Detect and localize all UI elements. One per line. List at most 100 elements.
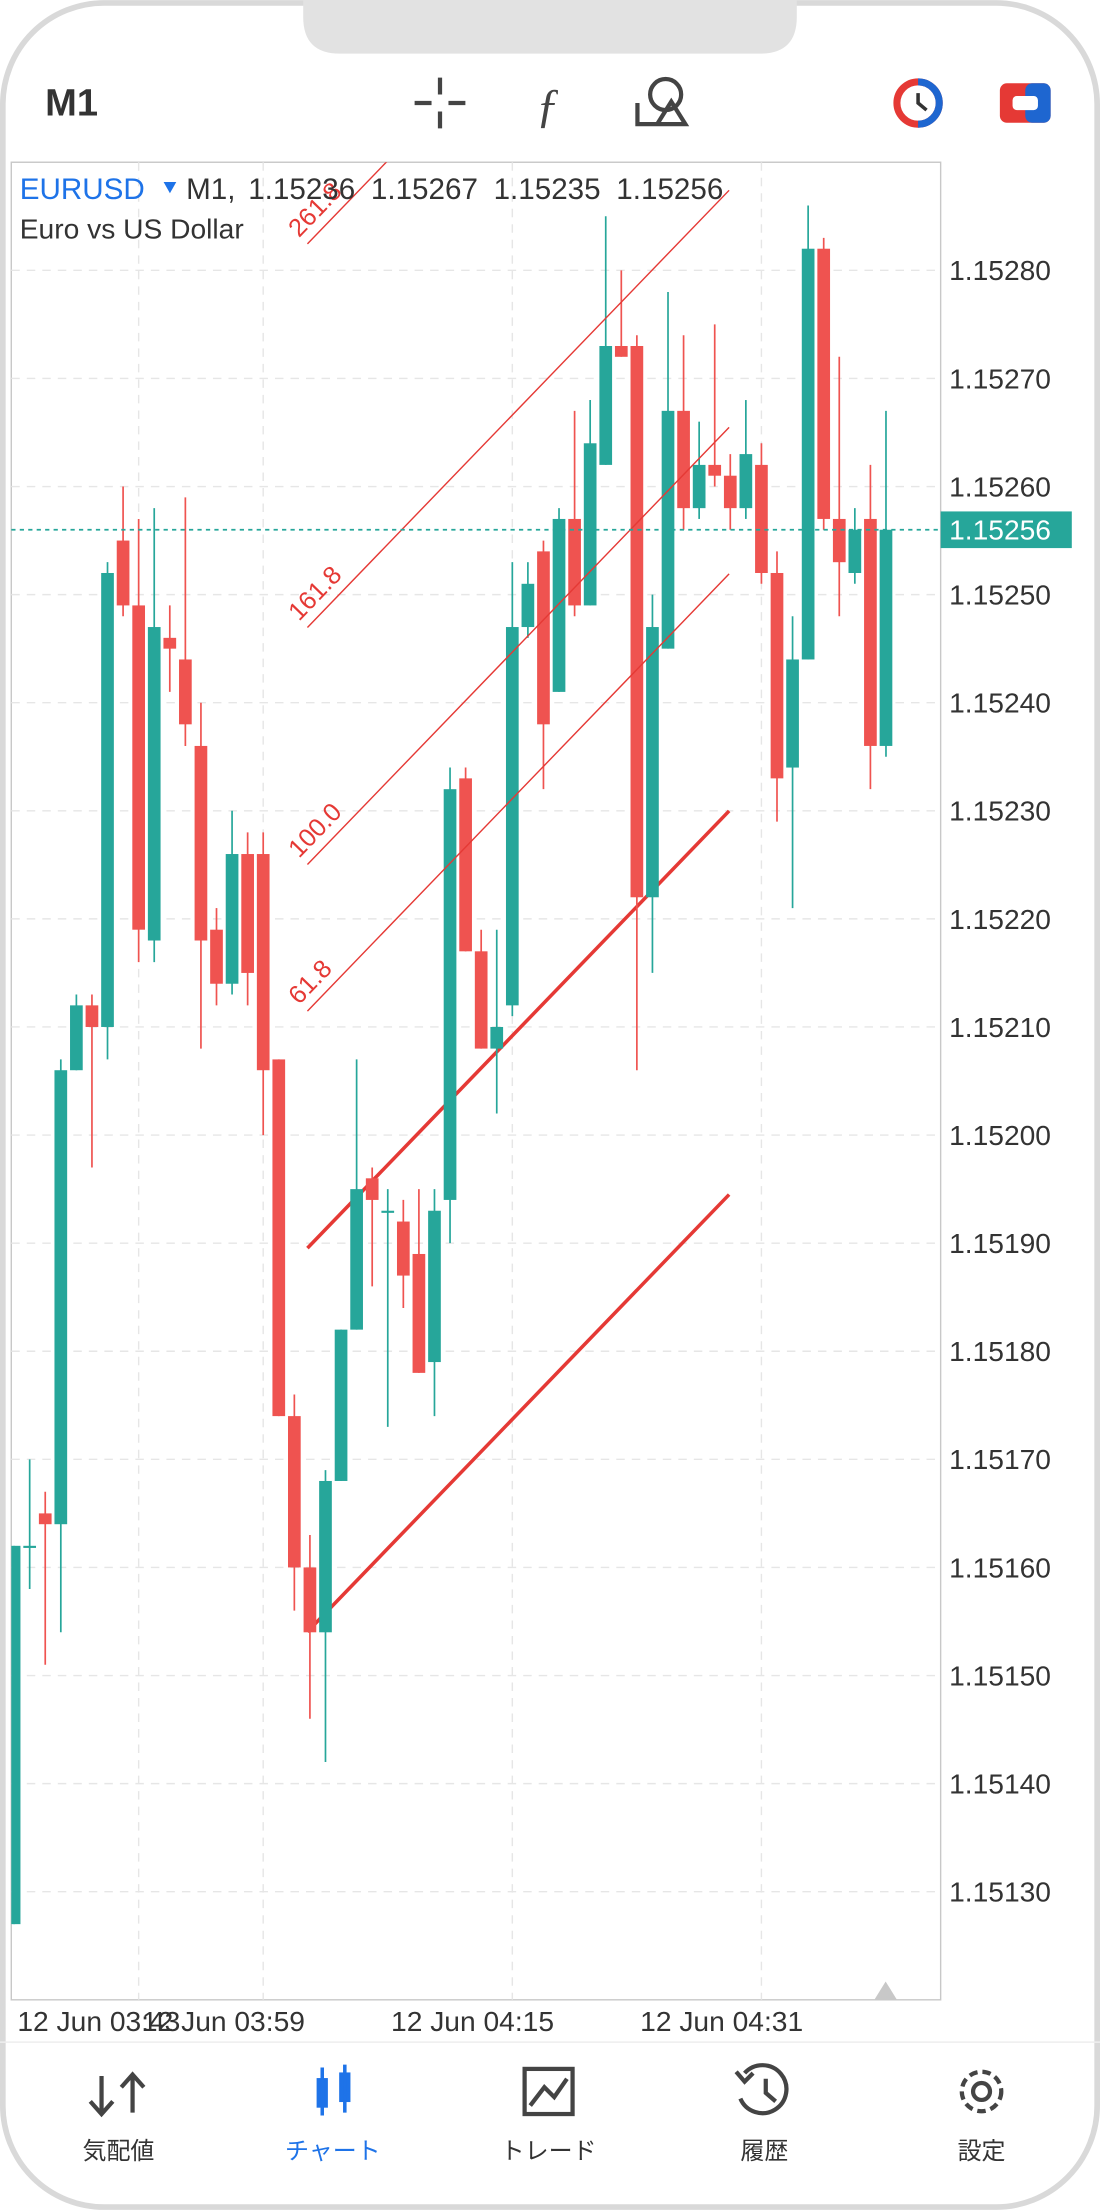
x-tick-label: 12 Jun 04:15 [391, 2005, 554, 2037]
candle-body [614, 346, 628, 357]
fib-level-line [306, 573, 730, 1012]
candle-body [225, 854, 239, 984]
quotes-icon[interactable] [88, 2071, 146, 2118]
tab-chart[interactable]: チャート [285, 2138, 381, 2165]
close-value: 1.15256 [616, 173, 723, 206]
shift-marker[interactable] [874, 1981, 897, 2000]
x-tick-label: 12 Jun 04:31 [640, 2005, 803, 2037]
candle-body [179, 659, 192, 725]
y-tick-label: 1.15280 [949, 254, 1051, 286]
candle-body [38, 1513, 52, 1525]
candle-body [319, 1480, 332, 1633]
candle-body [646, 627, 659, 898]
candle-body [272, 1059, 286, 1417]
candle-body [864, 518, 877, 746]
candle-body [661, 410, 675, 649]
candle-body [583, 443, 597, 606]
y-tick-label: 1.15200 [949, 1119, 1051, 1151]
candle-body [552, 518, 566, 692]
trade-tab-icon[interactable] [522, 2066, 575, 2117]
candle-body [241, 854, 254, 973]
plot-frame [10, 161, 942, 2001]
candle-body [443, 789, 457, 1200]
y-tick-label: 1.15230 [949, 795, 1051, 827]
y-tick-label: 1.15190 [949, 1227, 1051, 1259]
notch [303, 0, 797, 54]
y-tick-label: 1.15170 [949, 1443, 1051, 1475]
candle-body [334, 1329, 348, 1481]
y-tick-label: 1.15260 [949, 470, 1051, 502]
fib-level-line [306, 162, 388, 245]
fib-level-line [306, 426, 730, 866]
y-tick-label: 1.15220 [949, 903, 1051, 935]
y-tick-label: 1.15210 [949, 1011, 1051, 1043]
y-tick-label: 1.15140 [949, 1767, 1051, 1799]
candle-body [396, 1221, 410, 1276]
candle-body [381, 1210, 395, 1213]
candle-body [147, 627, 161, 941]
candle-body [521, 583, 535, 628]
current-price-label: 1.15256 [949, 514, 1051, 546]
candle-body [163, 637, 177, 649]
fib-base-line [306, 809, 731, 1250]
open-value: 1.15236 [248, 173, 355, 206]
y-tick-label: 1.15270 [949, 362, 1051, 394]
candle-body [677, 410, 690, 509]
y-tick-label: 1.15180 [949, 1335, 1051, 1367]
candle-body [786, 659, 799, 768]
candle-body [256, 854, 270, 1071]
tab-settings[interactable]: 設定 [958, 2138, 1006, 2165]
candle-body [490, 1026, 504, 1049]
y-tick-label: 1.15160 [949, 1551, 1051, 1583]
y-tick-label: 1.15240 [949, 687, 1051, 719]
candle-body [23, 1545, 37, 1548]
symbol-dropdown[interactable] [163, 181, 177, 194]
settings-icon[interactable] [959, 2069, 1004, 2114]
candle-body [459, 778, 472, 952]
tab-history[interactable]: 履歴 [740, 2138, 788, 2165]
candle-body [116, 540, 130, 606]
candle-body [54, 1070, 68, 1525]
candle-body [723, 475, 737, 509]
candle-body [101, 572, 114, 1027]
y-tick-label: 1.15250 [949, 578, 1051, 610]
y-tick-label: 1.15130 [949, 1876, 1051, 1908]
crosshair-icon[interactable] [414, 77, 466, 129]
x-tick-label: 12 Jun 03:59 [142, 2005, 305, 2037]
candle-body [505, 627, 519, 1006]
low-value: 1.15235 [494, 173, 601, 206]
tab-quotes[interactable]: 気配値 [83, 2138, 155, 2165]
candle-body [630, 346, 644, 898]
chart-icon[interactable] [316, 2064, 351, 2116]
candle-body [599, 346, 613, 465]
candle-body [194, 745, 208, 941]
candle-body [692, 464, 706, 509]
candle-body [770, 572, 784, 779]
candle-body [832, 518, 846, 563]
candle-body [708, 464, 722, 476]
candle-body [755, 464, 768, 573]
candle-body [474, 951, 488, 1049]
candle-body [739, 454, 753, 509]
candle-body [537, 551, 550, 725]
high-value: 1.15267 [371, 173, 478, 206]
candle-body [210, 929, 223, 984]
objects-icon[interactable] [635, 76, 690, 127]
candle-body [879, 529, 893, 746]
candle-body [132, 605, 146, 930]
candle-body [428, 1210, 441, 1363]
symbol[interactable]: EURUSD [20, 173, 145, 206]
candle-body [412, 1253, 426, 1373]
candle-body [350, 1189, 363, 1330]
indicator-icon[interactable]: ƒ [536, 79, 560, 132]
tab-trade[interactable]: トレード [501, 2138, 597, 2165]
candle-body [365, 1178, 379, 1200]
timeframe: M1, [186, 173, 235, 206]
history-icon[interactable] [734, 2063, 789, 2116]
timeframe-button[interactable]: M1 [45, 83, 98, 125]
one-click-icon[interactable] [893, 78, 943, 128]
trade-icon[interactable] [999, 83, 1051, 123]
